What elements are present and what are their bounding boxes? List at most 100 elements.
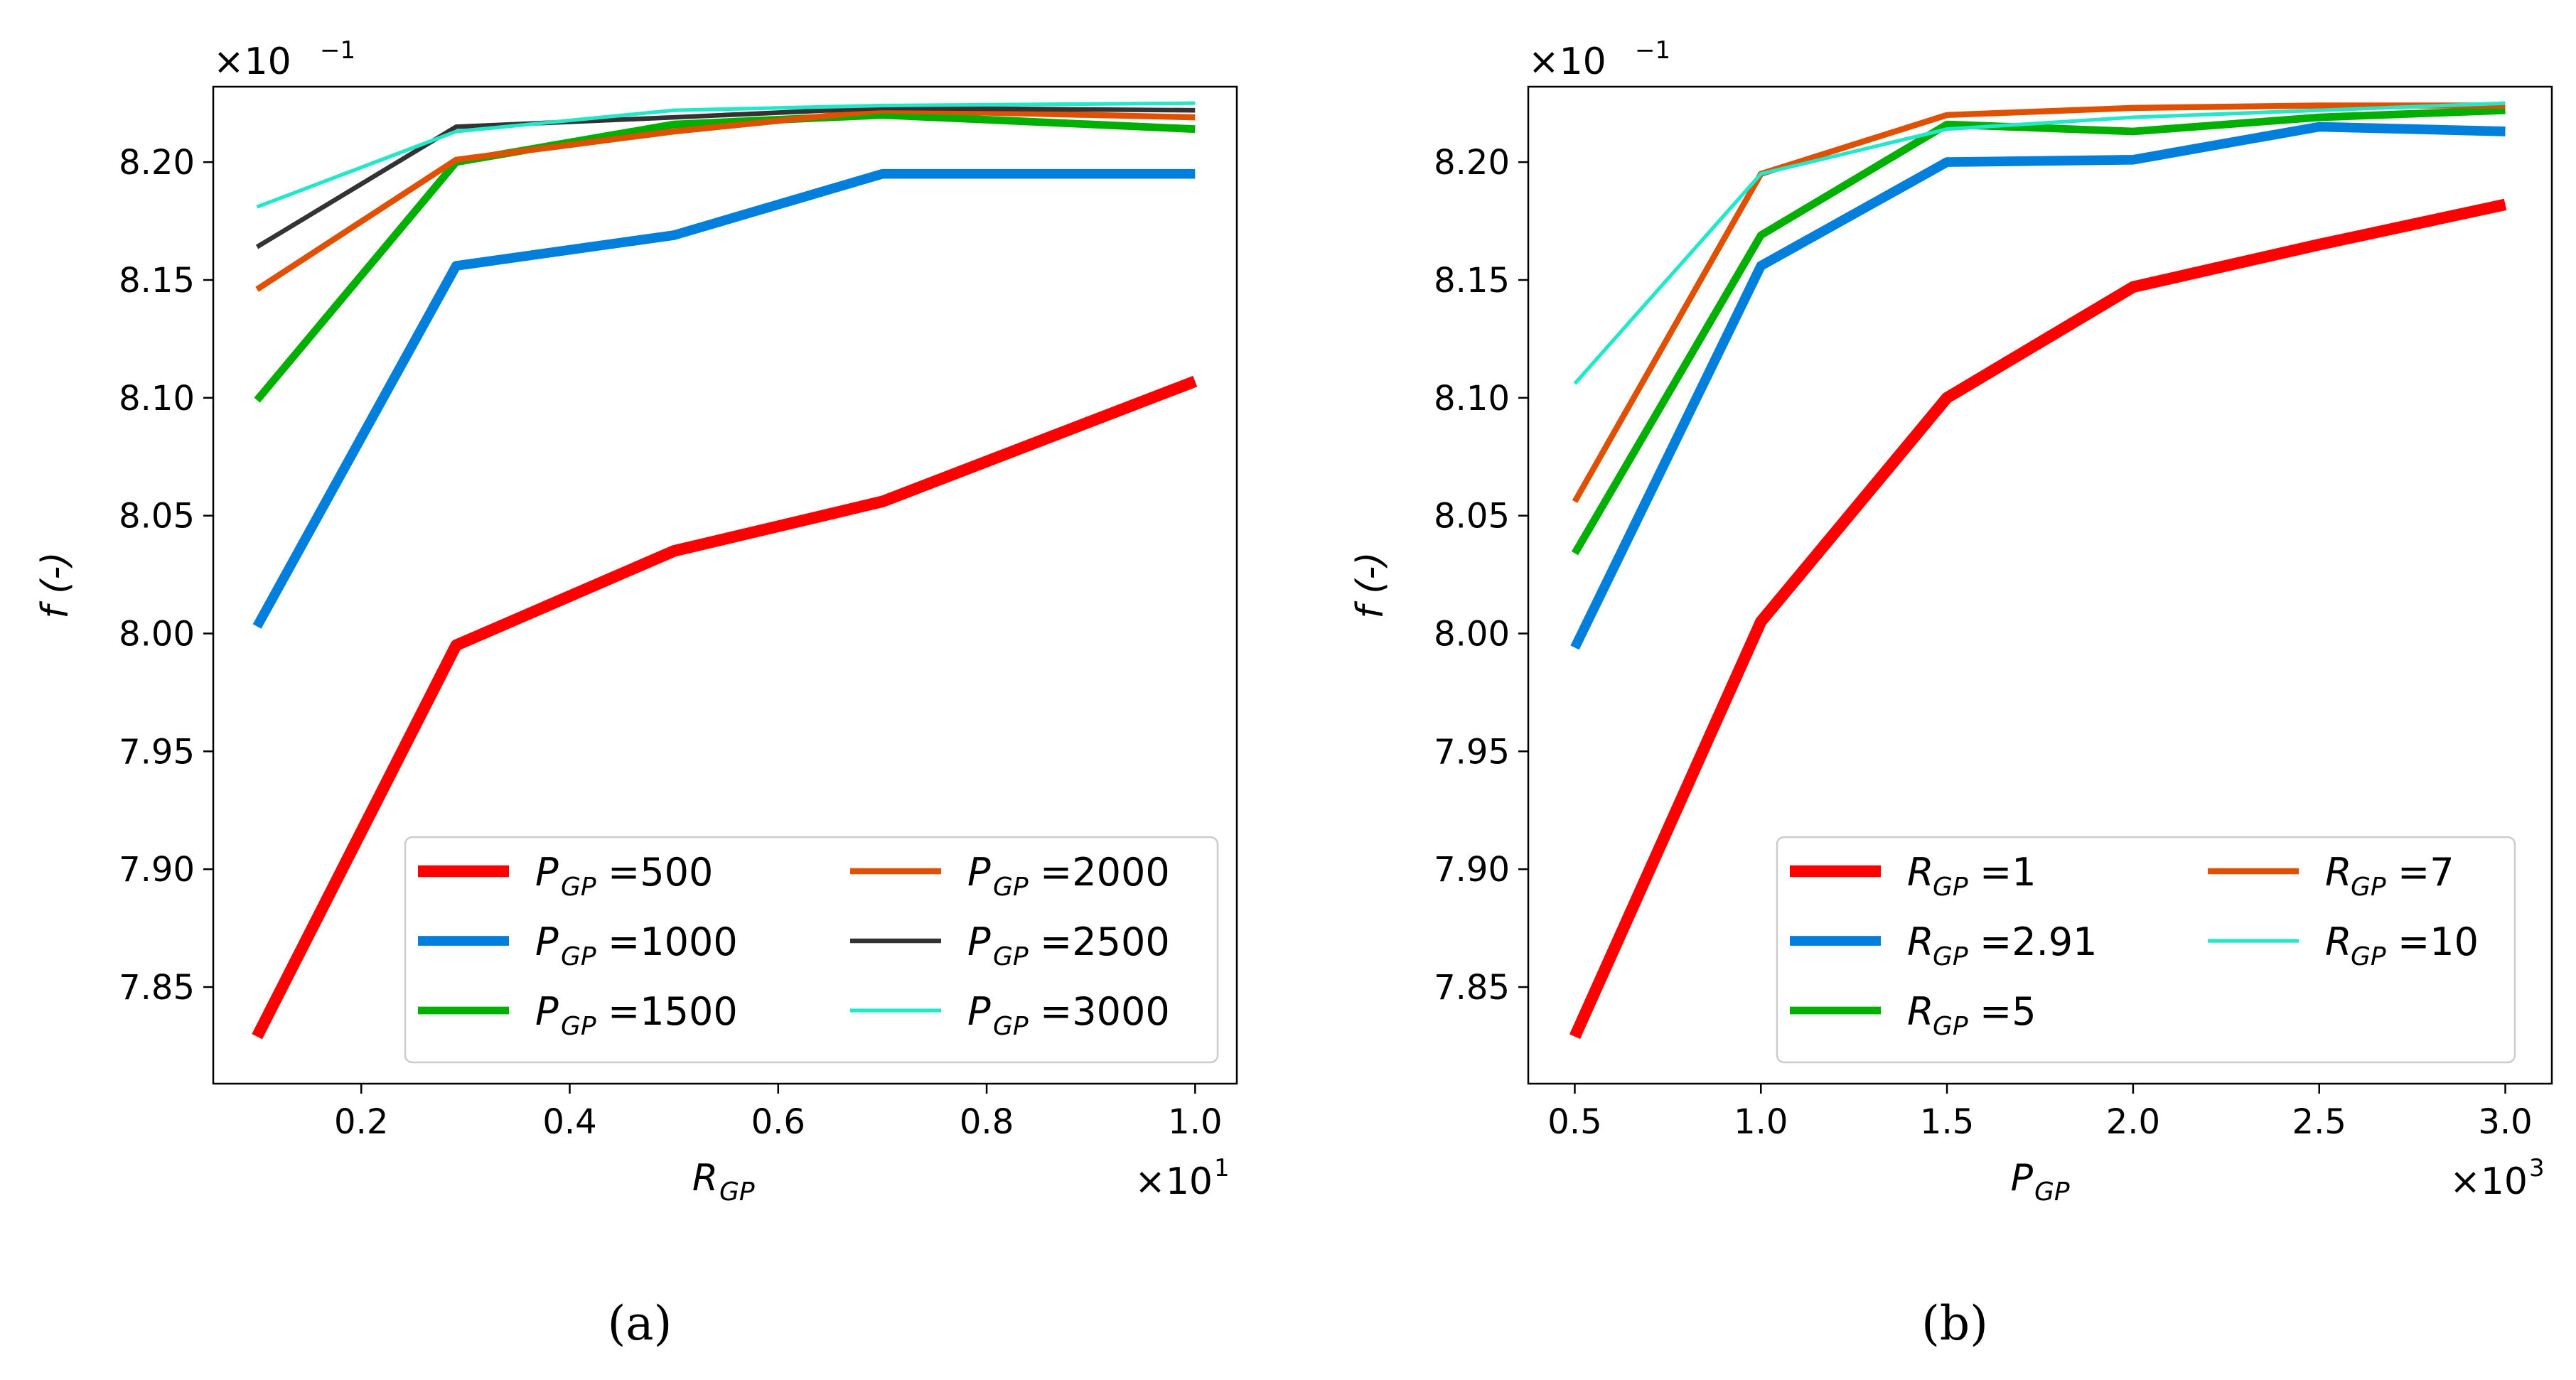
legend-label-subscript: GP xyxy=(2351,873,2386,902)
legend-item: P GP =3000 xyxy=(850,989,1170,1041)
legend-label-symbol: P xyxy=(535,920,559,964)
y-tick-label: 8.05 xyxy=(1434,497,1510,537)
legend-box xyxy=(1776,836,2516,1064)
legend-item: P GP =1000 xyxy=(418,920,738,971)
x-tick-label: 0.5 xyxy=(1547,1102,1601,1142)
legend-label-symbol: R xyxy=(1907,989,1934,1034)
y-axis-label: f (-) xyxy=(1349,551,1392,618)
legend-label-value: =1500 xyxy=(608,989,738,1034)
legend-item: P GP =500 xyxy=(418,850,713,902)
legend-item: P GP =2000 xyxy=(850,850,1170,902)
series-line-3 xyxy=(1571,106,2506,556)
x-axis-label: P xyxy=(2011,1157,2034,1200)
legend-item: P GP =2500 xyxy=(850,920,1170,971)
legend-label-subscript: GP xyxy=(561,1012,596,1041)
x-multiplier-exponent: 3 xyxy=(2529,1154,2545,1182)
y-tick-label: 7.85 xyxy=(119,968,195,1008)
x-axis-label-subscript: GP xyxy=(719,1177,755,1207)
series-line-3 xyxy=(254,111,1196,403)
series-line-5 xyxy=(255,105,1196,249)
x-axis-label: R xyxy=(692,1157,718,1200)
y-multiplier: ×10 xyxy=(213,41,291,83)
legend-label-value: =2.91 xyxy=(1980,920,2097,964)
legend-item: RGP =1 xyxy=(1790,850,2036,902)
series-line-4 xyxy=(1572,102,2506,503)
chart-panel-a: 0.2 0.4 0.6 0.8 1.0 7.85 7.90 7.95 8.00 8.05 8.10 8… xyxy=(34,36,1238,1351)
legend-item: P GP =1500 xyxy=(418,989,738,1041)
x-tick-label: 1.0 xyxy=(1168,1102,1222,1142)
legend-label-symbol: P xyxy=(967,920,991,964)
y-tick-label: 8.00 xyxy=(1434,614,1510,654)
legend-label-subscript: GP xyxy=(993,942,1029,971)
legend-label-symbol: R xyxy=(2325,850,2352,895)
y-tick-label: 7.90 xyxy=(119,850,195,890)
legend-label-subscript: GP xyxy=(1933,873,1968,902)
x-tick-label: 0.6 xyxy=(751,1102,805,1142)
y-tick-label: 7.90 xyxy=(1434,850,1510,890)
y-tick-label: 8.15 xyxy=(1434,261,1510,301)
series-line-4 xyxy=(255,107,1196,292)
series-line-2 xyxy=(1570,122,2506,650)
legend-label-value: =10 xyxy=(2398,920,2479,964)
legend-label-symbol: P xyxy=(967,850,991,895)
y-tick-label: 7.95 xyxy=(119,732,195,772)
x-tick-label: 3.0 xyxy=(2478,1102,2532,1142)
legend-label-symbol: R xyxy=(1907,920,1934,964)
legend-label-subscript: GP xyxy=(2351,942,2386,971)
legend-box xyxy=(404,836,1219,1064)
panel-caption: (a) xyxy=(608,1296,672,1351)
legend-label-symbol: P xyxy=(535,989,559,1034)
y-tick-label: 8.15 xyxy=(119,261,195,301)
legend-label-subscript: GP xyxy=(993,873,1029,902)
x-tick-label: 2.5 xyxy=(2292,1102,2346,1142)
y-tick-label: 8.10 xyxy=(119,379,195,419)
y-multiplier: ×10 xyxy=(1528,41,1606,83)
y-tick-label: 8.20 xyxy=(1434,143,1510,183)
plot-frame xyxy=(212,85,1238,1085)
legend-label-value: =2000 xyxy=(1040,850,1170,895)
y-multiplier-exponent: −1 xyxy=(320,36,355,65)
y-tick-label: 7.85 xyxy=(1434,968,1510,1008)
legend-label-value: =1 xyxy=(1980,850,2036,895)
legend-label-symbol: P xyxy=(967,989,991,1034)
x-tick-label: 0.2 xyxy=(334,1102,388,1142)
legend-label-subscript: GP xyxy=(561,942,596,971)
legend-label-subscript: GP xyxy=(561,873,596,902)
legend-label-value: =7 xyxy=(2398,850,2454,895)
y-axis-label: f (-) xyxy=(34,551,77,618)
x-multiplier-exponent: 1 xyxy=(1214,1154,1230,1182)
x-multiplier: ×10 xyxy=(1134,1160,1213,1203)
chart-panel-b: 0.5 1.0 1.5 2.0 2.5 3.0 7.85 7.90 7.95 8.00 8.05 8.… xyxy=(1349,36,2553,1351)
y-tick-label: 8.00 xyxy=(119,614,195,654)
series-line-2 xyxy=(252,168,1196,629)
x-multiplier: ×10 xyxy=(2449,1160,2528,1203)
legend-label-symbol: R xyxy=(1907,850,1934,895)
legend-label-subscript: GP xyxy=(1933,942,1968,971)
legend-item: RGP =5 xyxy=(1790,989,2036,1041)
x-tick-label: 0.4 xyxy=(542,1102,596,1142)
legend-label-subscript: GP xyxy=(1933,1012,1968,1041)
x-tick-label: 0.8 xyxy=(960,1102,1014,1142)
legend-item: RGP =2.91 xyxy=(1790,920,2097,971)
legend-label-value: =3000 xyxy=(1040,989,1170,1034)
legend-label-value: =500 xyxy=(608,850,713,895)
y-multiplier-exponent: −1 xyxy=(1635,36,1670,65)
series-line-1 xyxy=(252,375,1198,1040)
legend-label-value: =5 xyxy=(1980,989,2036,1034)
legend-label-value: =1000 xyxy=(608,920,738,964)
legend-item: RGP =10 xyxy=(2208,920,2479,971)
x-tick-label: 1.0 xyxy=(1734,1102,1788,1142)
series-line-6 xyxy=(256,101,1196,209)
panel-caption: (b) xyxy=(1921,1296,1988,1351)
x-tick-label: 1.5 xyxy=(1920,1102,1974,1142)
y-tick-label: 7.95 xyxy=(1434,732,1510,772)
plot-frame xyxy=(1527,85,2553,1085)
x-tick-label: 2.0 xyxy=(2106,1102,2160,1142)
series-line-1 xyxy=(1569,198,2507,1040)
series-line-5 xyxy=(1573,101,2506,385)
y-tick-label: 8.10 xyxy=(1434,379,1510,419)
